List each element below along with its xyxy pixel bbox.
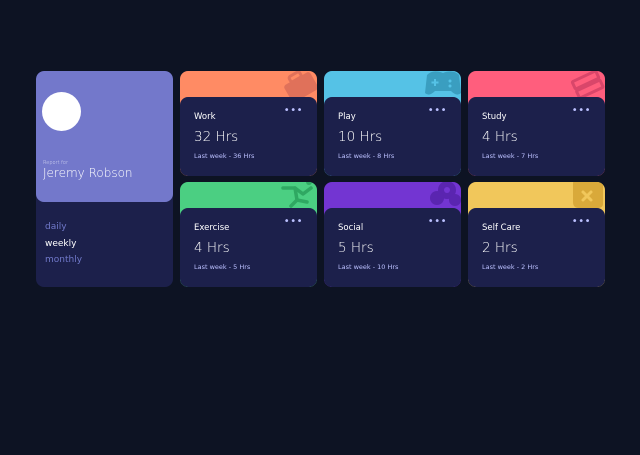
card-title: Work	[194, 112, 216, 122]
card-title: Self Care	[482, 223, 521, 233]
card-menu-icon[interactable]: •••	[427, 216, 447, 227]
card-body: Exercise ••• 4 Hrs Last week - 5 Hrs	[180, 208, 317, 287]
social-icon	[430, 182, 461, 206]
previous-hours: Last week - 8 Hrs	[338, 152, 395, 160]
current-hours: 5 Hrs	[338, 240, 374, 256]
dashboard-grid: Report for Jeremy Robson daily weekly mo…	[36, 71, 605, 287]
card-menu-icon[interactable]: •••	[283, 216, 303, 227]
card-body: Work ••• 32 Hrs Last week - 36 Hrs	[180, 97, 317, 176]
running-icon	[281, 182, 313, 208]
current-hours: 4 Hrs	[482, 129, 518, 145]
activity-card-play: Play ••• 10 Hrs Last week - 8 Hrs	[324, 71, 461, 176]
period-daily[interactable]: daily	[45, 222, 67, 232]
period-monthly[interactable]: monthly	[45, 255, 83, 265]
previous-hours: Last week - 36 Hrs	[194, 152, 255, 160]
current-hours: 4 Hrs	[194, 240, 230, 256]
current-hours: 32 Hrs	[194, 129, 239, 145]
self-care-icon	[573, 182, 603, 208]
card-body: Play ••• 10 Hrs Last week - 8 Hrs	[324, 97, 461, 176]
card-title: Exercise	[194, 223, 230, 233]
card-title: Social	[338, 223, 364, 233]
current-hours: 10 Hrs	[338, 129, 383, 145]
previous-hours: Last week - 5 Hrs	[194, 263, 251, 271]
profile-header: Report for Jeremy Robson	[36, 71, 173, 202]
profile-card: Report for Jeremy Robson daily weekly mo…	[36, 71, 173, 287]
card-body: Self Care ••• 2 Hrs Last week - 2 Hrs	[468, 208, 605, 287]
activity-card-self-care: Self Care ••• 2 Hrs Last week - 2 Hrs	[468, 182, 605, 287]
period-selector: daily weekly monthly	[45, 222, 82, 272]
report-for-label: Report for	[43, 160, 69, 166]
briefcase-icon	[284, 71, 317, 97]
card-body: Social ••• 5 Hrs Last week - 10 Hrs	[324, 208, 461, 287]
previous-hours: Last week - 10 Hrs	[338, 263, 399, 271]
card-menu-icon[interactable]: •••	[571, 216, 591, 227]
card-body: Study ••• 4 Hrs Last week - 7 Hrs	[468, 97, 605, 176]
gamepad-icon	[425, 71, 461, 95]
previous-hours: Last week - 7 Hrs	[482, 152, 539, 160]
activity-card-exercise: Exercise ••• 4 Hrs Last week - 5 Hrs	[180, 182, 317, 287]
activity-card-social: Social ••• 5 Hrs Last week - 10 Hrs	[324, 182, 461, 287]
previous-hours: Last week - 2 Hrs	[482, 263, 539, 271]
activity-card-work: Work ••• 32 Hrs Last week - 36 Hrs	[180, 71, 317, 176]
period-weekly[interactable]: weekly	[45, 238, 77, 249]
avatar	[42, 92, 81, 131]
card-menu-icon[interactable]: •••	[427, 105, 447, 116]
books-icon	[570, 71, 605, 97]
current-hours: 2 Hrs	[482, 240, 518, 256]
card-title: Play	[338, 112, 356, 122]
card-menu-icon[interactable]: •••	[283, 105, 303, 116]
card-menu-icon[interactable]: •••	[571, 105, 591, 116]
card-title: Study	[482, 112, 507, 122]
activity-card-study: Study ••• 4 Hrs Last week - 7 Hrs	[468, 71, 605, 176]
user-name: Jeremy Robson	[43, 166, 133, 180]
